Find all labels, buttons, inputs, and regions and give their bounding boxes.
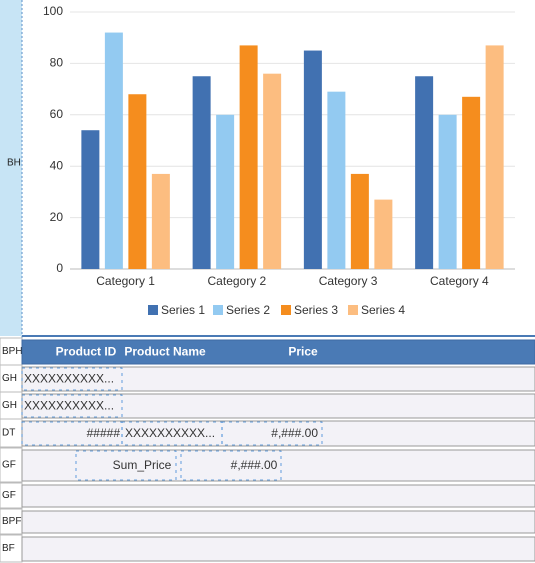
bar [192,76,211,269]
legend-label: Series 3 [294,303,338,317]
band-row [21,393,535,419]
bar [303,50,322,269]
cell-text: #,###.00 [231,458,278,472]
legend-label: Series 2 [226,303,270,317]
cell-frame [180,450,282,481]
bar [374,199,393,269]
x-tick-label: Category 4 [430,274,489,288]
legend-swatch [213,305,223,315]
cell-text: #,###.00 [271,426,318,440]
bar [104,32,123,270]
cell-frame [75,450,177,481]
band-label: GF [2,460,16,471]
band-row [21,420,535,447]
bar [263,73,282,270]
bar [327,91,346,269]
band-label: BF [2,543,15,554]
cell-text: XXXXXXXXXX... [24,399,114,413]
legend-label: Series 1 [161,303,205,317]
legend-swatch [281,305,291,315]
band-label: BPH [2,346,23,357]
cell-text: XXXXXXXXXX... [125,426,215,440]
band-label: GH [2,373,17,384]
band-label: DT [2,428,15,439]
cell-frame [21,394,123,418]
column-header: Product Name [124,345,206,359]
cell-frame [121,421,223,446]
y-tick-label: 40 [50,158,64,172]
band-row [21,536,535,562]
legend-label: Series 4 [361,303,405,317]
bar [350,173,369,269]
bar [128,94,147,270]
cell-frame [221,421,323,446]
band-row [21,339,535,365]
bar [151,173,170,269]
legend-swatch [348,305,358,315]
y-tick-label: 0 [56,261,63,275]
y-tick-label: 20 [50,210,64,224]
cell-frame [21,367,123,391]
bar [415,76,434,269]
y-tick-label: 100 [43,4,63,18]
bar [81,130,100,269]
x-tick-label: Category 1 [96,274,155,288]
chart-band-side [0,0,22,336]
x-tick-label: Category 2 [208,274,267,288]
band-label: GH [2,400,17,411]
cell-frame [21,421,123,446]
cell-text: Sum_Price [113,458,172,472]
y-tick-label: 80 [50,56,64,70]
band-row [21,510,535,534]
band-label: GF [2,490,16,501]
bar [438,114,457,269]
column-header: Product ID [56,345,117,359]
band-label: BPF [2,516,21,527]
band-label: BH [7,158,21,169]
bar [462,96,481,269]
y-tick-label: 60 [50,107,64,121]
column-header: Price [288,345,318,359]
cell-text: XXXXXXXXXX... [24,372,114,386]
band-row [21,366,535,392]
band-row [21,484,535,508]
bar [485,45,504,269]
bar [239,45,258,269]
bar [216,114,235,269]
legend-swatch [148,305,158,315]
cell-text: ##### [87,426,121,440]
x-tick-label: Category 3 [319,274,378,288]
band-row [21,449,535,482]
